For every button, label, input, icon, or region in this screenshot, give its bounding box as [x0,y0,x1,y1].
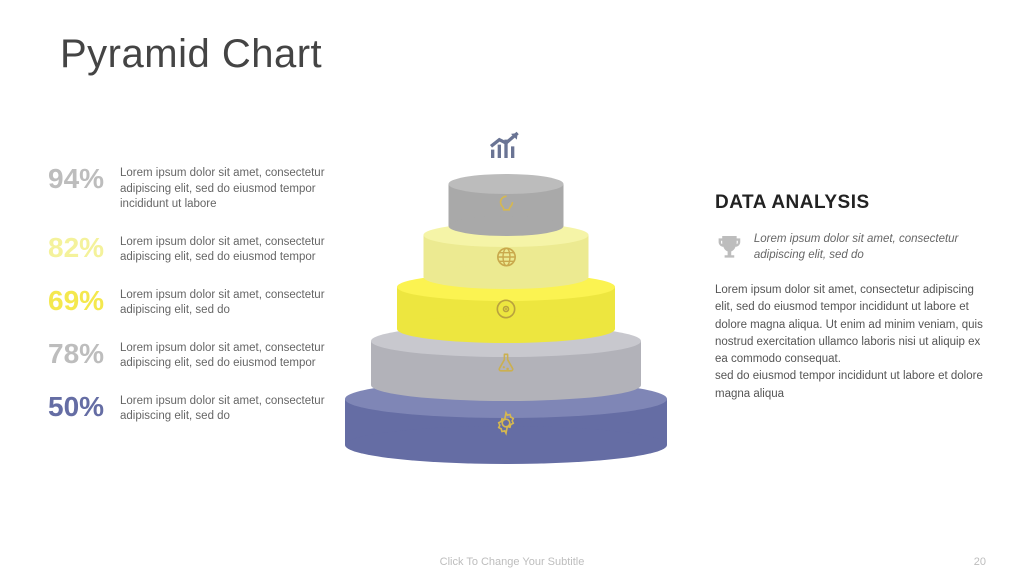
analysis-heading: DATA ANALYSIS [715,192,983,214]
stat-desc: Lorem ipsum dolor sit amet, consectetur … [120,392,338,425]
stat-desc: Lorem ipsum dolor sit amet, consectetur … [120,286,338,319]
stat-row: 50%Lorem ipsum dolor sit amet, consectet… [48,392,338,425]
pyramid-chart [345,128,667,552]
disc-icon [493,296,519,327]
stat-row: 78%Lorem ipsum dolor sit amet, consectet… [48,339,338,372]
analysis-panel: DATA ANALYSIS Lorem ipsum dolor sit amet… [715,192,983,403]
stat-desc: Lorem ipsum dolor sit amet, consectetur … [120,164,338,213]
stat-pct: 94% [48,164,120,193]
trophy-caption: Lorem ipsum dolor sit amet, consectetur … [744,228,983,263]
page-title: Pyramid Chart [60,32,322,77]
gear-icon [493,410,519,441]
footer-subtitle: Click To Change Your Subtitle [0,556,1024,568]
stat-pct: 50% [48,392,120,421]
stat-row: 69%Lorem ipsum dolor sit amet, consectet… [48,286,338,319]
flask-icon [493,351,519,382]
stat-row: 94%Lorem ipsum dolor sit amet, consectet… [48,164,338,213]
analysis-paragraph: Lorem ipsum dolor sit amet, consectetur … [715,282,983,403]
stat-pct: 78% [48,339,120,368]
stat-pct: 82% [48,233,120,262]
page-number: 20 [974,556,986,568]
bulb-icon [493,193,519,224]
stat-desc: Lorem ipsum dolor sit amet, consectetur … [120,233,338,266]
pyramid-tier [449,174,564,236]
stat-list: 94%Lorem ipsum dolor sit amet, consectet… [48,164,338,445]
stat-pct: 69% [48,286,120,315]
globe-icon [493,244,519,275]
growth-icon [483,128,529,173]
trophy-icon [715,228,744,268]
stat-desc: Lorem ipsum dolor sit amet, consectetur … [120,339,338,372]
stat-row: 82%Lorem ipsum dolor sit amet, consectet… [48,233,338,266]
